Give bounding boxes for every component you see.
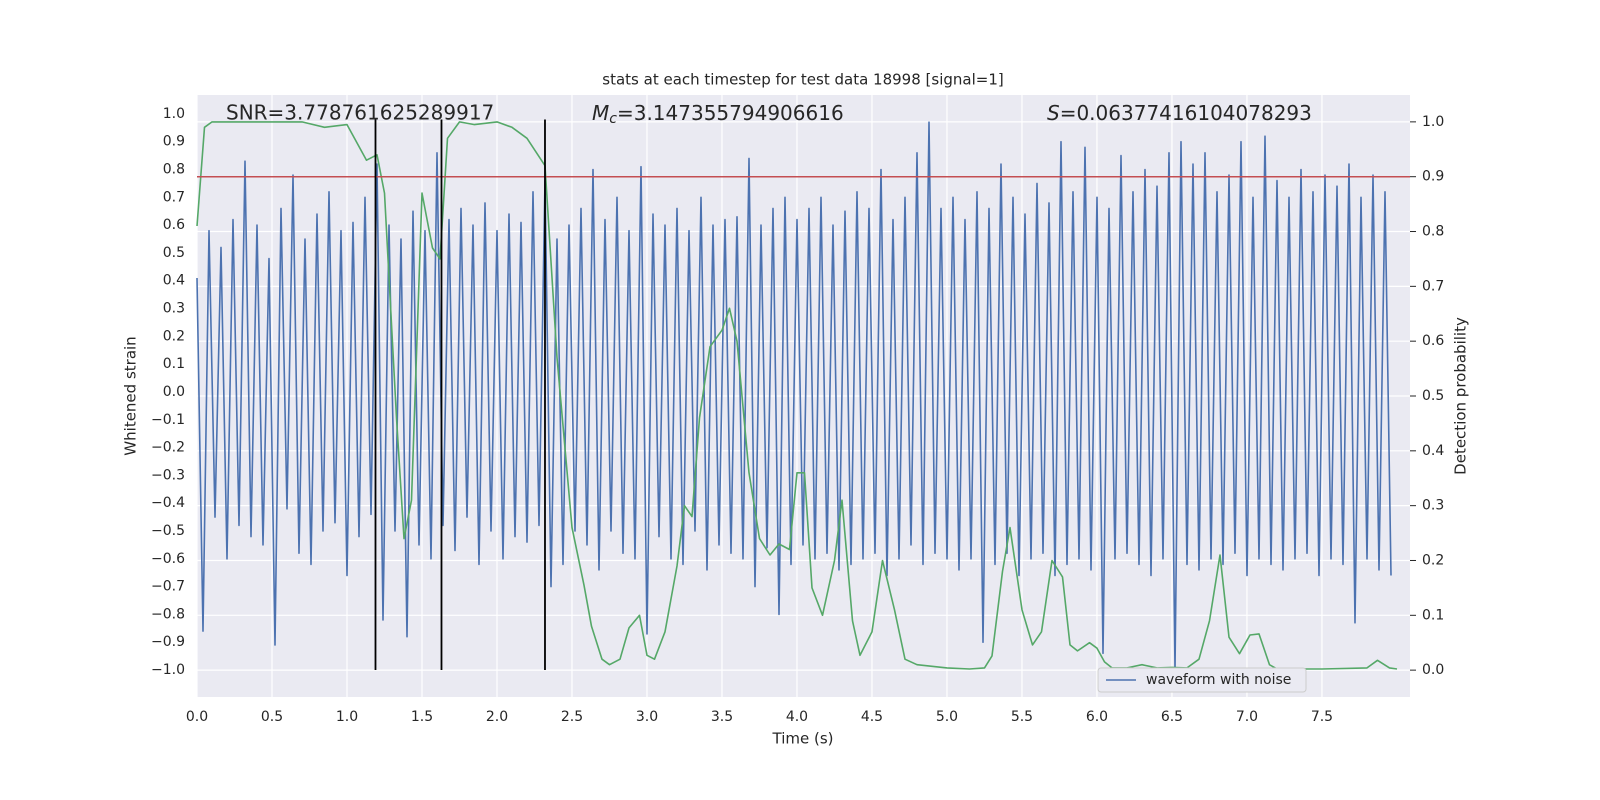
- mc-symbol: M: [592, 101, 609, 125]
- x-tick-label: 5.0: [936, 709, 958, 725]
- x-tick-label: 0.5: [261, 709, 283, 725]
- axes: 0.0 0.5 1.0 1.5 2.0 2.5 3.0 3.5 4.0 4.5 5.0 5.5 6.0 6…: [151, 106, 1444, 725]
- y-tick-label: 0.4: [163, 273, 185, 289]
- y-tick-label: −0.8: [151, 606, 185, 622]
- s-symbol: S: [1047, 101, 1060, 125]
- y-tick-label: 0.9: [163, 134, 185, 150]
- mc-subscript: c: [609, 111, 617, 127]
- y-tick-label: −0.4: [151, 495, 185, 511]
- y-tick-label: 1.0: [163, 106, 185, 122]
- x-tick-label: 3.5: [711, 709, 733, 725]
- y2-tick-label: 0.7: [1422, 278, 1444, 294]
- y-tick-label: 0.3: [163, 301, 185, 317]
- x-tick-label: 3.0: [636, 709, 658, 725]
- series-line: [196, 121, 1392, 671]
- y-tick-label: −0.2: [151, 440, 185, 456]
- x-axis-label: Time (s): [772, 730, 834, 748]
- legend-label: waveform with noise: [1146, 672, 1291, 688]
- y-axis-label: Whitened strain: [122, 336, 140, 455]
- y-tick-label: −0.7: [151, 579, 185, 595]
- chart-title: stats at each timestep for test data 189…: [602, 71, 1003, 89]
- y2-tick-label: 0.3: [1422, 498, 1444, 514]
- x-tick-label: 2.5: [561, 709, 583, 725]
- x-tick-label: 0.0: [186, 709, 208, 725]
- y-tick-label: 0.6: [163, 217, 185, 233]
- y-tick-label: 0.7: [163, 189, 185, 205]
- y2-tick-label: 0.6: [1422, 333, 1444, 349]
- marks: [196, 119, 1410, 671]
- y2-tick-label: 0.0: [1422, 662, 1444, 678]
- snr-annotation: SNR=3.778761625289917: [226, 101, 494, 125]
- y-tick-label: −0.3: [151, 467, 185, 483]
- y2-axis-label: Detection probability: [1452, 317, 1470, 475]
- y-tick-label: −0.5: [151, 523, 185, 539]
- y-tick-label: −0.6: [151, 551, 185, 567]
- y2-tick-label: 0.9: [1422, 169, 1444, 185]
- mc-value: =3.147355794906616: [617, 101, 844, 125]
- y2-tick-label: 0.4: [1422, 443, 1444, 459]
- y-tick-label: 0.5: [163, 245, 185, 261]
- y2-tick-label: 0.1: [1422, 607, 1444, 623]
- y-tick-label: −1.0: [151, 662, 185, 678]
- x-tick-label: 4.5: [861, 709, 883, 725]
- x-tick-label: 6.0: [1086, 709, 1108, 725]
- y2-tick-label: 0.2: [1422, 552, 1444, 568]
- x-tick-label: 4.0: [786, 709, 808, 725]
- s-annotation: S=0.06377416104078293: [1047, 101, 1312, 125]
- x-tick-label: 1.5: [411, 709, 433, 725]
- x-tick-label: 6.5: [1161, 709, 1183, 725]
- y-tick-label: −0.1: [151, 412, 185, 428]
- x-tick-label: 7.0: [1236, 709, 1258, 725]
- y-tick-label: −0.9: [151, 634, 185, 650]
- legend: waveform with noise: [1097, 667, 1307, 693]
- y2-tick-label: 0.8: [1422, 224, 1444, 240]
- y2-tick-label: 1.0: [1422, 114, 1444, 130]
- mc-annotation: Mc=3.147355794906616: [592, 101, 844, 128]
- s-value: =0.06377416104078293: [1060, 101, 1312, 125]
- x-tick-label: 1.0: [336, 709, 358, 725]
- y-tick-label: 0.0: [163, 384, 185, 400]
- y2-tick-label: 0.5: [1422, 388, 1444, 404]
- legend-box: [1097, 667, 1307, 693]
- x-tick-label: 2.0: [486, 709, 508, 725]
- x-tick-label: 5.5: [1011, 709, 1033, 725]
- x-tick-label: 7.5: [1311, 709, 1333, 725]
- y-tick-label: 0.1: [163, 356, 185, 372]
- y-tick-label: 0.2: [163, 328, 185, 344]
- y-tick-label: 0.8: [163, 162, 185, 178]
